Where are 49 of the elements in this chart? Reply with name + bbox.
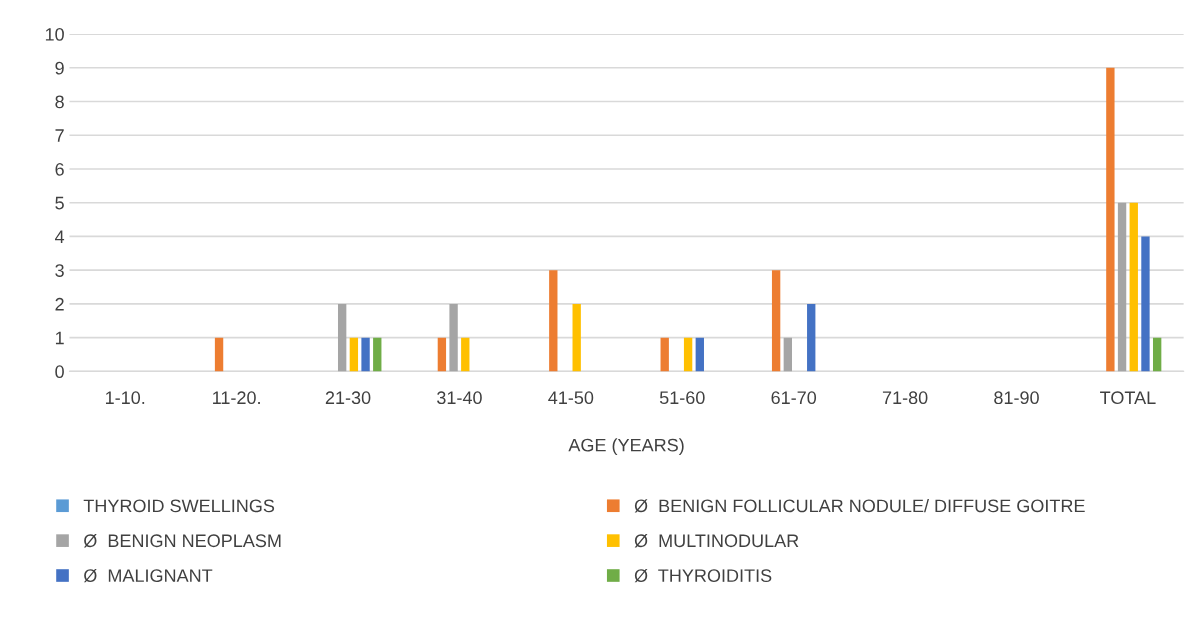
bar: [349, 337, 359, 372]
legend-label: Ø BENIGN FOLLICULAR NODULE/ DIFFUSE GOITRE: [634, 498, 1085, 513]
bar: [437, 337, 447, 372]
bar: [572, 303, 581, 372]
y-tick-label: 9: [55, 61, 64, 75]
bar: [1117, 202, 1127, 372]
bar: [807, 303, 816, 372]
bar: [695, 337, 704, 372]
x-tick-label: 81-90: [994, 391, 1039, 405]
bar: [683, 337, 693, 372]
x-tick-label: 71-80: [882, 391, 928, 405]
x-tick-label: 41-50: [548, 391, 594, 405]
y-tick-label: 3: [55, 264, 64, 277]
y-tick-label: 7: [55, 129, 64, 142]
y-tick-label: 2: [55, 297, 64, 311]
x-tick-label: 11-20.: [213, 391, 260, 405]
bar: [660, 337, 669, 372]
legend-label: Ø BENIGN NEOPLASM: [83, 534, 281, 548]
bar: [337, 303, 347, 372]
bar: [1106, 67, 1115, 372]
x-tick-label: 1-10.: [105, 391, 145, 405]
y-tick-label: 4: [55, 230, 65, 243]
y-tick-label: 10: [45, 27, 64, 41]
legend-label: Ø MALIGNANT: [83, 568, 213, 583]
bar: [1152, 337, 1162, 372]
bar: [1129, 202, 1138, 372]
bar: [549, 270, 558, 372]
x-tick-label: TOTAL: [1100, 391, 1156, 405]
bar: [373, 337, 382, 372]
bar: [771, 270, 781, 372]
x-tick-label: 21-30: [325, 391, 371, 405]
legend-label: THYROID SWELLINGS: [83, 499, 275, 513]
bar: [214, 337, 224, 372]
y-tick-label: 0: [55, 365, 64, 379]
y-tick-label: 8: [55, 95, 64, 109]
x-tick-label: 31-40: [437, 391, 482, 405]
bar: [449, 303, 458, 372]
bar: [1141, 236, 1150, 372]
y-tick-label: 6: [55, 162, 64, 176]
y-tick-label: 1: [55, 331, 64, 345]
y-tick-label: 5: [55, 196, 64, 210]
legend-label: Ø THYROIDITIS: [634, 568, 772, 583]
legend-label: Ø MULTINODULAR: [634, 534, 799, 548]
x-tick-label: 61-70: [771, 391, 817, 405]
bar: [461, 337, 470, 372]
bar: [361, 337, 370, 372]
x-axis-title: AGE (YEARS): [568, 438, 684, 456]
x-tick-label: 51-60: [659, 391, 705, 405]
bar: [783, 337, 792, 372]
